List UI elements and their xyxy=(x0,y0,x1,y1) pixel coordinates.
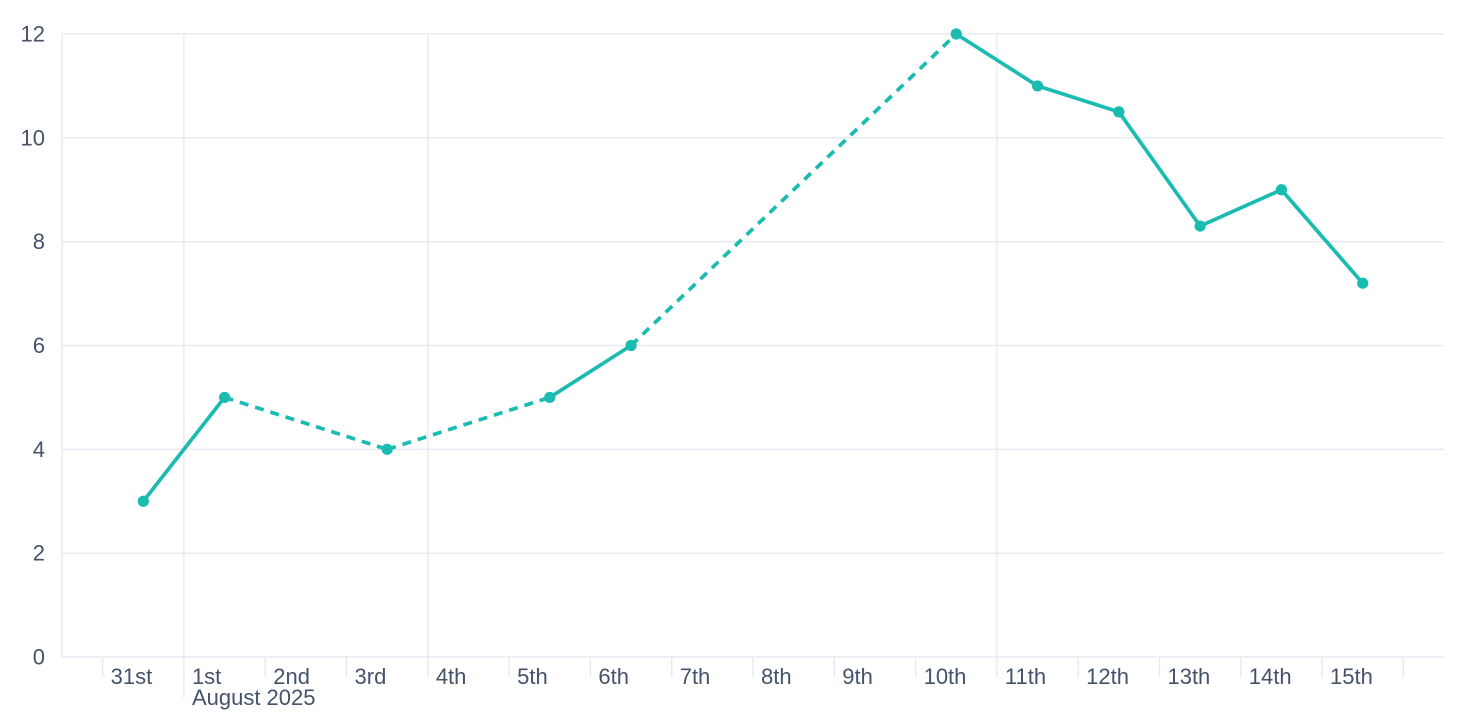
series-segment-solid xyxy=(1279,187,1365,286)
data-point-marker[interactable] xyxy=(544,391,556,404)
data-point-marker[interactable] xyxy=(1113,106,1125,118)
series-segment-solid xyxy=(954,32,1040,88)
series-segment-dashed xyxy=(386,395,551,452)
series-segment-solid xyxy=(1116,110,1202,228)
x-axis-label: 2nd xyxy=(273,664,310,689)
data-point-marker[interactable] xyxy=(1275,184,1288,196)
data-point-marker[interactable] xyxy=(1031,80,1044,92)
y-axis-label: 0 xyxy=(33,645,45,670)
series-segment-dashed xyxy=(224,395,388,452)
x-axis-label: 7th xyxy=(680,664,711,689)
series-segment-dashed xyxy=(629,32,958,347)
x-axis-label: 11th xyxy=(1005,664,1046,689)
y-axis-label: 12 xyxy=(21,22,45,47)
x-axis-label: 3rd xyxy=(355,664,387,689)
y-axis-label: 10 xyxy=(21,125,45,150)
x-axis-month-label: August 2025 xyxy=(192,685,316,710)
y-axis-label: 2 xyxy=(33,541,45,566)
x-axis-label: 13th xyxy=(1167,664,1210,689)
x-axis-label: 8th xyxy=(761,664,792,689)
data-point-marker[interactable] xyxy=(1357,277,1369,289)
y-axis-label: 6 xyxy=(33,333,45,358)
data-point-marker[interactable] xyxy=(625,339,637,352)
x-axis-label: 6th xyxy=(598,664,629,689)
y-axis-label: 4 xyxy=(33,437,45,462)
x-axis-label: 14th xyxy=(1249,664,1292,689)
data-point-marker[interactable] xyxy=(137,495,149,507)
x-axis-label: 5th xyxy=(517,664,548,689)
series-segment-solid xyxy=(141,395,227,504)
x-axis-label: 9th xyxy=(842,664,873,689)
series-segment-solid xyxy=(1198,187,1284,228)
series-segment-solid xyxy=(547,343,633,400)
series-segment-solid xyxy=(1035,84,1121,114)
x-axis-label: 1st xyxy=(192,664,221,689)
data-point-marker[interactable] xyxy=(218,391,231,404)
x-axis-label: 12th xyxy=(1086,664,1129,689)
x-axis-label: 4th xyxy=(436,664,467,689)
data-point-marker[interactable] xyxy=(950,28,962,40)
x-axis-label: 10th xyxy=(924,664,967,689)
x-axis-label: 31st xyxy=(111,664,153,689)
data-point-marker[interactable] xyxy=(381,443,393,455)
x-axis-label: 15th xyxy=(1330,664,1373,689)
y-axis-label: 8 xyxy=(33,229,45,254)
data-point-marker[interactable] xyxy=(1194,220,1206,232)
